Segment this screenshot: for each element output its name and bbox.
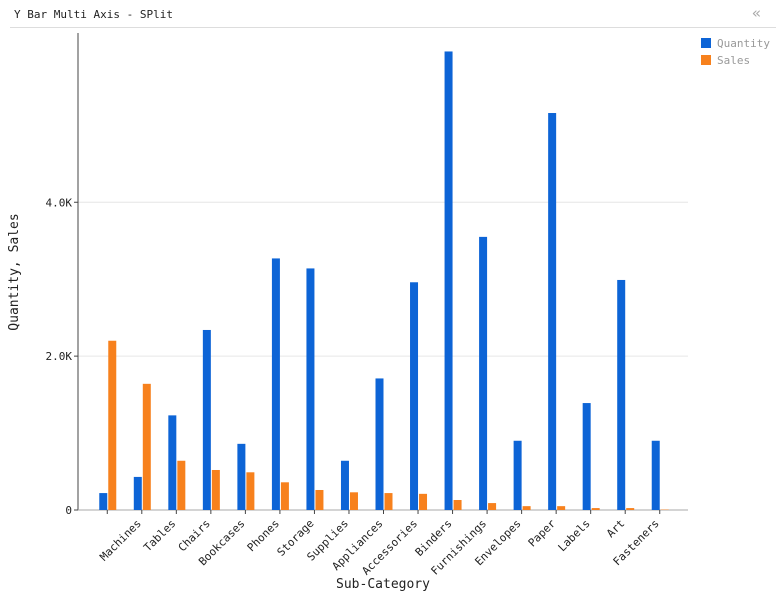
y-tick-label: 2.0K bbox=[46, 350, 73, 363]
y-axis-label: Quantity, Sales bbox=[7, 213, 22, 330]
legend-label: Sales bbox=[717, 54, 750, 67]
bar bbox=[488, 503, 496, 510]
bar bbox=[445, 51, 453, 510]
bar bbox=[523, 506, 531, 510]
bar bbox=[652, 441, 660, 510]
y-tick-label: 0 bbox=[65, 504, 72, 517]
bar bbox=[341, 461, 349, 510]
bar bbox=[315, 490, 323, 510]
x-tick-label: Art bbox=[604, 517, 627, 540]
bar bbox=[281, 482, 289, 510]
bar bbox=[143, 384, 151, 510]
x-tick-label: Paper bbox=[526, 517, 559, 550]
bar bbox=[419, 494, 427, 510]
bar bbox=[237, 444, 245, 510]
bar bbox=[617, 280, 625, 510]
bar bbox=[168, 415, 176, 510]
bar bbox=[385, 493, 393, 510]
bar bbox=[99, 493, 107, 510]
bar bbox=[479, 237, 487, 510]
collapse-icon[interactable]: « bbox=[752, 4, 761, 22]
bar bbox=[514, 441, 522, 510]
bar bbox=[203, 330, 211, 510]
plot: 02.0K4.0KMachinesTablesChairsBookcasesPh… bbox=[7, 33, 770, 592]
bar bbox=[246, 472, 254, 510]
x-tick-label: Tables bbox=[141, 517, 178, 554]
bar bbox=[108, 341, 116, 510]
bar bbox=[548, 113, 556, 510]
bar bbox=[410, 282, 418, 510]
bar bbox=[557, 506, 565, 510]
y-tick-label: 4.0K bbox=[46, 196, 73, 209]
x-tick-label: Machines bbox=[97, 517, 144, 564]
x-tick-label: Labels bbox=[555, 517, 592, 554]
bar bbox=[454, 500, 462, 510]
bar bbox=[272, 258, 280, 510]
bar bbox=[583, 403, 591, 510]
bar bbox=[350, 492, 358, 510]
x-axis-label: Sub-Category bbox=[336, 577, 430, 592]
bar bbox=[212, 470, 220, 510]
bar bbox=[134, 477, 142, 510]
bar bbox=[626, 508, 634, 510]
legend-label: Quantity bbox=[717, 37, 770, 50]
bar bbox=[592, 508, 600, 510]
bar bbox=[376, 378, 384, 510]
bar bbox=[306, 268, 314, 510]
bar bbox=[177, 461, 185, 510]
widget-title: Y Bar Multi Axis - SPlit bbox=[14, 8, 173, 21]
legend-swatch bbox=[701, 55, 711, 65]
legend-swatch bbox=[701, 38, 711, 48]
